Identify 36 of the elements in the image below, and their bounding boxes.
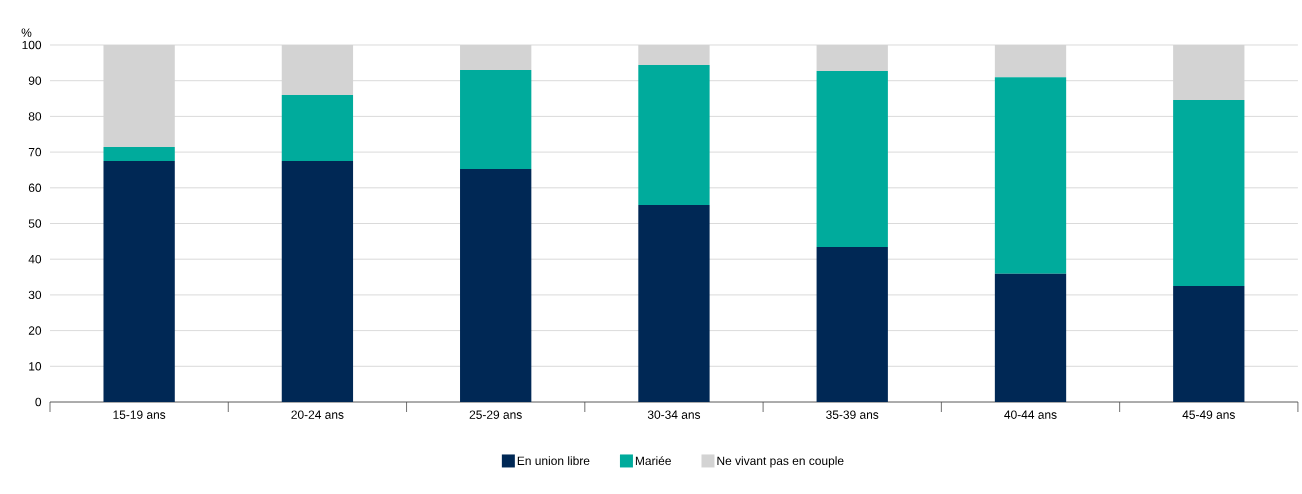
y-tick-label: 50 — [28, 219, 42, 228]
y-tick-label: 0 — [35, 397, 42, 407]
y-tick-label: 10 — [29, 362, 42, 371]
y-tick-label: 90 — [28, 76, 42, 85]
x-tick-label: 25-29 ans — [469, 410, 522, 419]
bar — [103, 161, 175, 402]
y-tick-label: 40 — [28, 254, 42, 264]
bar — [638, 64, 710, 205]
x-tick-label: 40-44 ans — [1004, 410, 1057, 419]
x-tick-label: 20-24 ans — [291, 410, 344, 419]
x-tick-label: 30-34 ans — [647, 410, 701, 419]
bar — [1173, 285, 1245, 402]
y-tick-label: 100 — [22, 40, 42, 50]
y-tick-label: 20 — [28, 326, 42, 335]
bar — [460, 69, 532, 169]
bar — [281, 94, 354, 162]
legend-label: Mariée — [635, 456, 671, 466]
y-tick-label: 70 — [28, 147, 42, 157]
bar — [1173, 99, 1245, 286]
x-tick-label: 35-39 ans — [826, 410, 879, 419]
y-tick-label: 80 — [28, 112, 42, 121]
bar — [638, 204, 710, 402]
y-axis-title: % — [21, 28, 32, 37]
bar — [994, 273, 1067, 402]
bar — [281, 161, 354, 402]
bar — [994, 77, 1067, 274]
y-tick-label: 60 — [28, 183, 42, 193]
x-tick-label: 15-19 ans — [113, 410, 166, 419]
y-tick-label: 30 — [28, 290, 42, 300]
bar — [103, 147, 175, 162]
bar — [460, 168, 532, 402]
bar — [816, 71, 888, 248]
legend-label: Ne vivant pas en couple — [717, 456, 844, 468]
bar — [816, 247, 888, 402]
x-tick-label: 45-49 ans — [1182, 410, 1235, 419]
legend-label: En union libre — [517, 456, 590, 466]
